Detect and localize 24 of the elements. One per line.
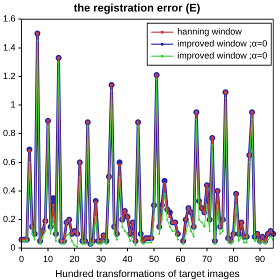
y-tick-label: 0.6 (2, 156, 16, 167)
x-tick-label: 20 (69, 254, 80, 264)
legend-label: improved window ;α=0 (177, 50, 268, 61)
x-tick-label: 60 (175, 254, 186, 264)
y-tick-label: 1.4 (2, 42, 16, 52)
x-tick-label: 10 (42, 254, 54, 264)
y-tick-label: 0.4 (2, 185, 16, 196)
x-tick-label: 50 (148, 254, 159, 264)
y-tick-label: 1.2 (2, 70, 16, 81)
y-tick-label: 1.6 (2, 14, 16, 24)
x-tick-label: 70 (202, 254, 212, 264)
x-axis-title: Hundred transformations of target images (55, 268, 240, 280)
chart-title: the registration error (E) (74, 2, 201, 15)
y-tick-label: 0.2 (2, 214, 16, 224)
x-tick-label: 80 (228, 254, 238, 264)
y-tick-label: 0.8 (2, 128, 16, 138)
x-tick-label: 40 (122, 254, 132, 264)
x-tick-label: 90 (254, 254, 265, 264)
x-tick-label: 30 (96, 254, 106, 264)
legend-label: hanning window (177, 26, 242, 37)
y-tick-label: 1 (10, 100, 16, 110)
x-tick-label: 0 (19, 254, 24, 264)
y-tick-label: 0 (10, 242, 16, 253)
legend-label: improved window ;α=0 (177, 38, 268, 49)
